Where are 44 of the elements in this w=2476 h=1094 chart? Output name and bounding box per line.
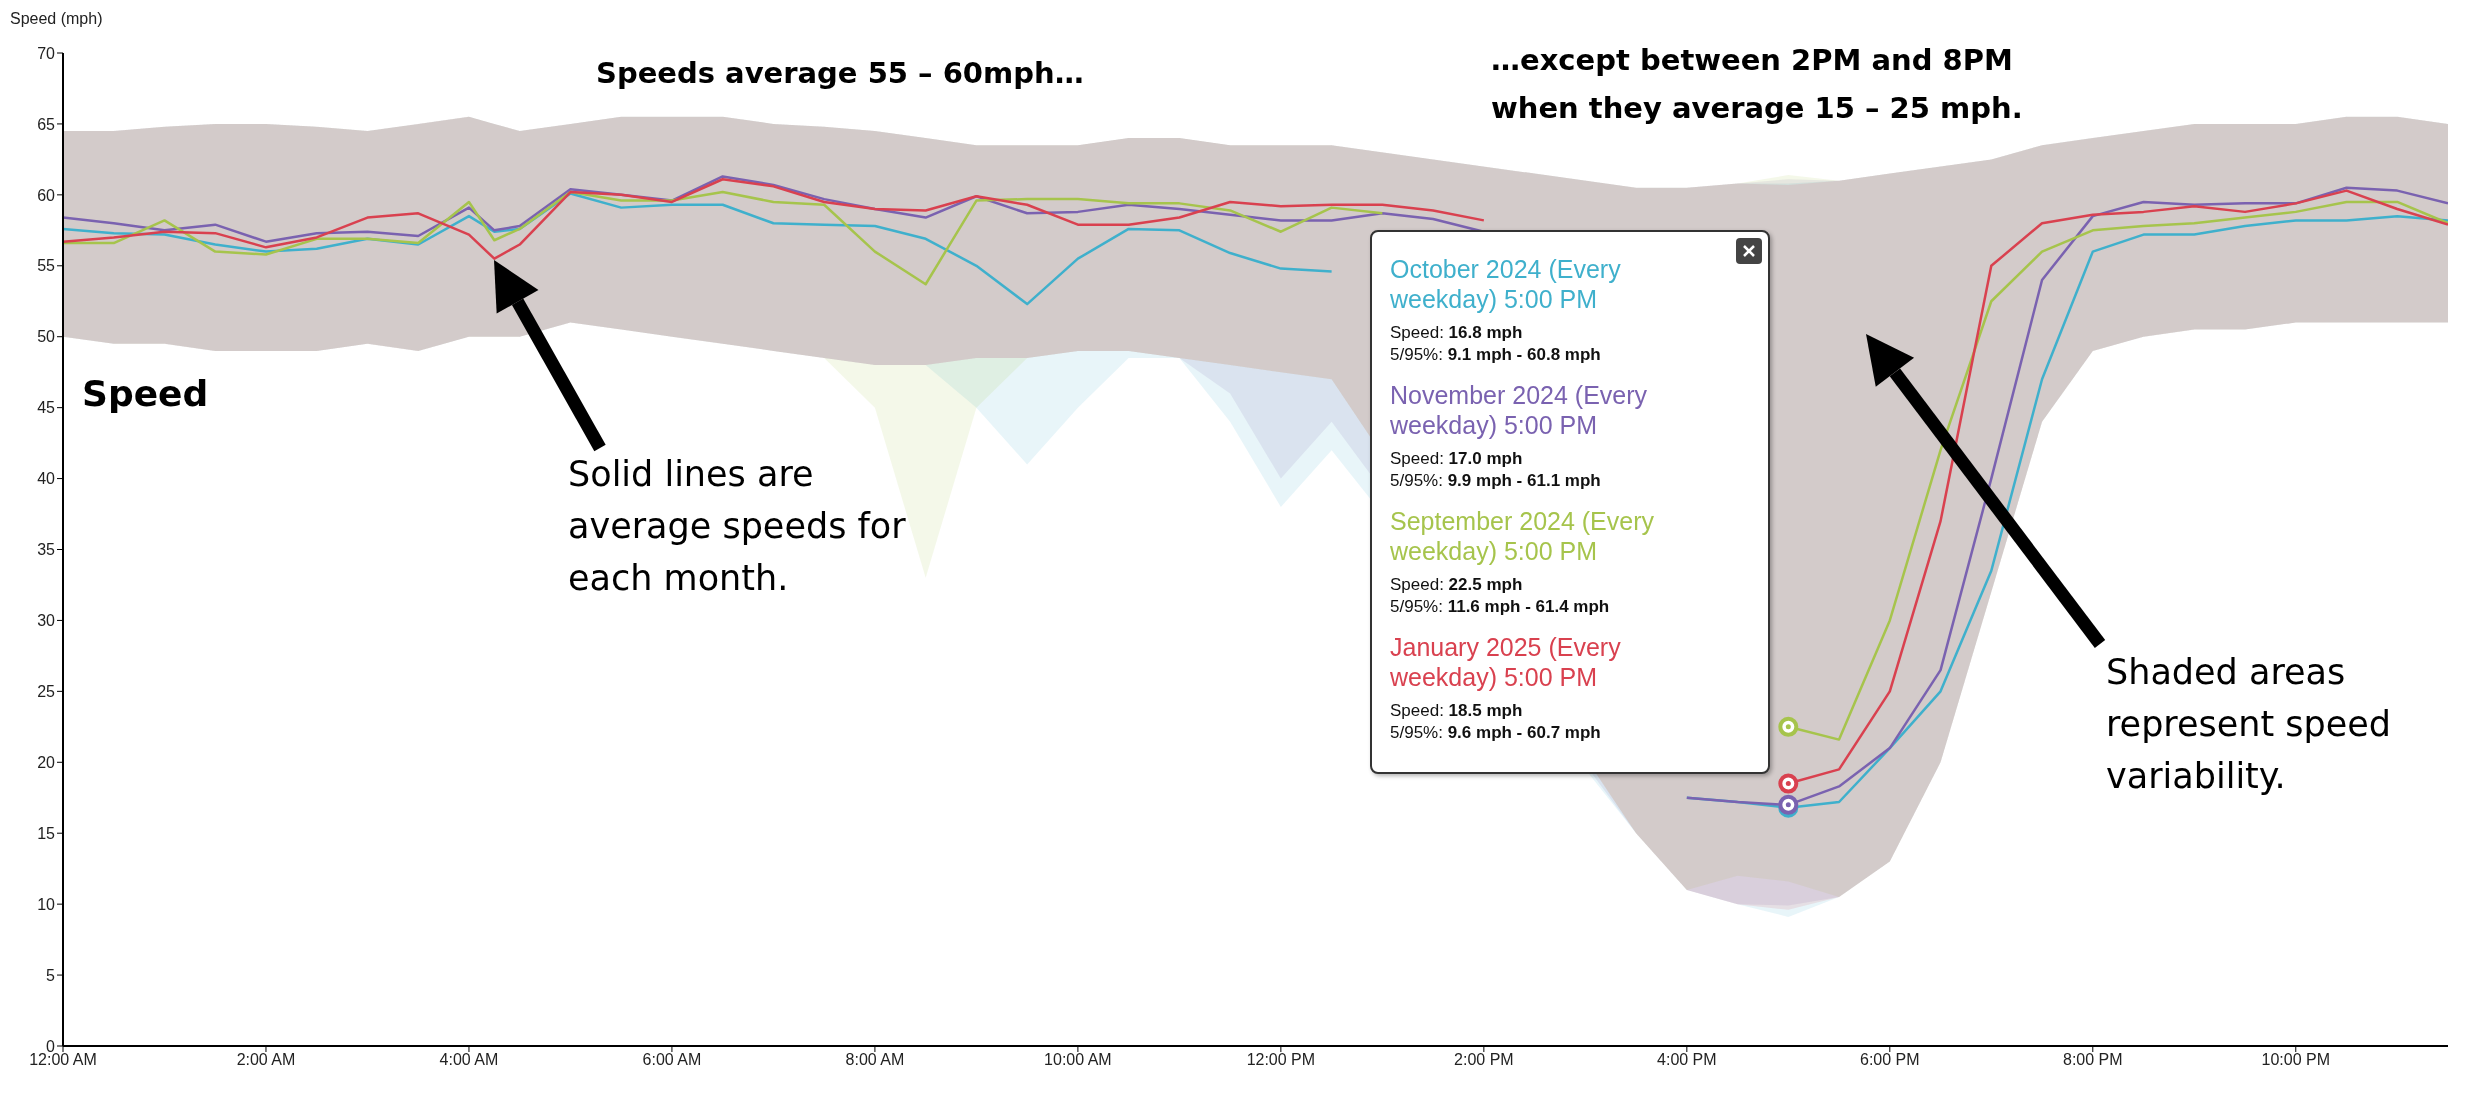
text: October 2024 (Every weekday) 5:00 PM (1390, 255, 1621, 313)
y-tick-label: 55 (37, 257, 56, 275)
annotation: 5/95%: 9.9 mph - 61.1 mph (1390, 470, 1602, 492)
y-tick-label: 45 (37, 399, 56, 417)
y-tick-label: 65 (37, 115, 56, 133)
annotation: Speeds average 55 – 60mph… (596, 56, 1085, 90)
x-tick-label: 10:00 AM (1044, 1051, 1112, 1069)
annotation: 5/95%: 9.6 mph - 60.7 mph (1390, 722, 1602, 744)
annotation: Speed (82, 373, 210, 414)
y-tick-label: 50 (37, 328, 56, 346)
x-tick-label: 12:00 PM (1246, 1051, 1316, 1069)
x-tick-label: 8:00 AM (845, 1051, 905, 1069)
annotation: Speed: 17.0 mph (1390, 448, 1524, 470)
y-tick-label: 70 (37, 44, 56, 62)
y-tick-label: 40 (37, 470, 56, 488)
text: September 2024 (Every weekday) 5:00 PM (1390, 507, 1655, 565)
y-tick-label: 5 (46, 966, 56, 984)
text: November 2024 (Every weekday) 5:00 PM (1390, 381, 1648, 439)
x-tick-label: 4:00 AM (439, 1051, 499, 1069)
annotation: Shaded areas represent speed variability. (2106, 651, 2393, 798)
y-axis-title: Speed (mph) (10, 10, 103, 28)
x-tick-label: 6:00 AM (642, 1051, 702, 1069)
y-tick-label: 20 (37, 753, 56, 771)
annotation: Speed: 16.8 mph (1390, 322, 1524, 344)
annotation: Speed: 18.5 mph (1390, 700, 1524, 722)
x-tick-label: 12:00 AM (29, 1051, 97, 1069)
x-tick-label: 8:00 PM (2062, 1051, 2123, 1069)
y-tick-label: 25 (37, 683, 56, 701)
annotation: Speed: 22.5 mph (1390, 574, 1524, 596)
y-tick-label: 10 (37, 895, 56, 913)
x-tick-label: 4:00 PM (1657, 1051, 1717, 1069)
y-tick-label: 35 (37, 541, 56, 559)
x-tick-label: 2:00 AM (236, 1051, 296, 1069)
annotation: 5/95%: 9.1 mph - 60.8 mph (1390, 344, 1602, 366)
x-tick-label: 10:00 PM (2261, 1051, 2331, 1069)
x-tick-label: 6:00 PM (1860, 1051, 1920, 1069)
annotation: 5/95%: 11.6 mph - 61.4 mph (1390, 596, 1611, 618)
y-tick-label: 15 (37, 824, 56, 842)
y-tick-label: 30 (37, 612, 56, 630)
y-tick-label: 60 (37, 186, 56, 204)
text: January 2025 (Every weekday) 5:00 PM (1390, 633, 1621, 691)
annotation: …except between 2PM and 8PM when they average 15 – 25 mph. (1491, 42, 2024, 127)
x-tick-label: 2:00 PM (1454, 1051, 1514, 1069)
annotation: Solid lines are average speeds for each month. (568, 453, 907, 600)
